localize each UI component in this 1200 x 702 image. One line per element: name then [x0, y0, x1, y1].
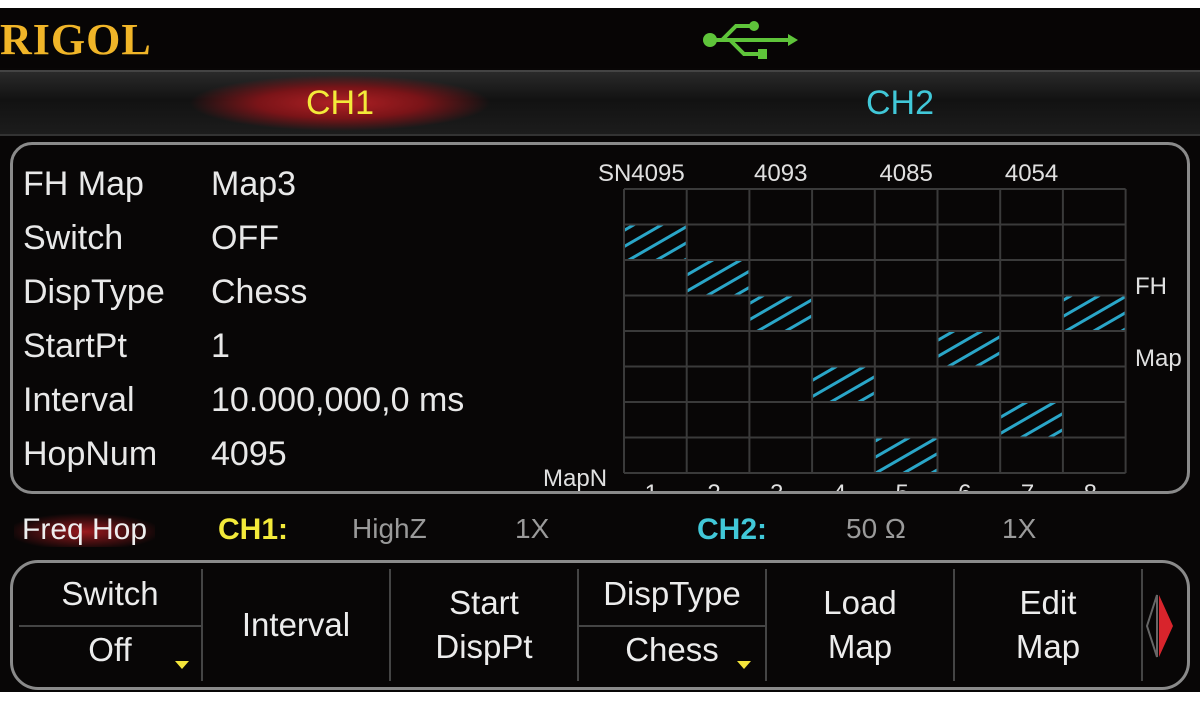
hatched-cell [812, 366, 875, 402]
param-value: 10.000,000,0 ms [211, 381, 465, 419]
softkey-disptype-label: DispType [579, 569, 765, 627]
generator-screen: RIGOL CH1 CH2 FH Map Map3 Switch OFF DispTyp… [0, 8, 1200, 692]
label-line2: DispPt [435, 628, 533, 665]
softkey-switch[interactable]: Switch Off [19, 569, 203, 681]
hatched-cell [937, 331, 1001, 367]
softkey-load-map[interactable]: Load Map [767, 569, 955, 681]
ch2-impedance: 50 Ω [846, 513, 906, 544]
softkey-interval[interactable]: Interval [203, 569, 391, 681]
usb-icon [703, 21, 798, 59]
softkey-disptype[interactable]: DispType Chess [579, 569, 767, 681]
sn-label: 4085 [879, 160, 932, 187]
hatched-cell [624, 224, 687, 260]
param-value: Chess [211, 273, 308, 311]
x-tick-label: 8 [1084, 480, 1097, 491]
label-line2: Map [1015, 628, 1081, 665]
softkey-edit-map[interactable]: Edit Map [955, 569, 1143, 681]
param-label: Interval [23, 381, 135, 419]
x-tick-label: 7 [1021, 480, 1034, 491]
header: RIGOL [0, 8, 1200, 68]
x-tick-label: 4 [833, 480, 846, 491]
freq-hop-panel: FH Map Map3 Switch OFF DispType Chess StartPt 1… [10, 142, 1190, 494]
softkey-edit-map-label: Edit Map [955, 569, 1141, 681]
hatched-cell [874, 437, 938, 473]
softkey-switch-label: Switch [19, 569, 201, 627]
ch2-multiplier: 1X [1002, 513, 1037, 544]
param-value: 1 [211, 327, 230, 365]
tab-ch1[interactable]: CH1 [190, 72, 490, 134]
param-label: DispType [23, 273, 165, 311]
label-line1: Load [823, 584, 897, 621]
x-axis-title: MapN [543, 465, 608, 492]
label-line1: Start [449, 584, 519, 621]
param-label: HopNum [23, 435, 158, 473]
param-value: Map3 [211, 165, 297, 203]
param-label: FH Map [23, 165, 144, 203]
softkey-menu: Switch Off Interval Start DispPt DispType… [10, 560, 1190, 690]
hatched-cell [1062, 295, 1126, 331]
ch1-impedance: HighZ [352, 513, 427, 544]
ch1-label: CH1: [218, 513, 289, 546]
label-line1: Edit [1019, 584, 1077, 621]
x-tick-label: 5 [895, 480, 908, 491]
tab-ch2[interactable]: CH2 [865, 84, 935, 122]
softkey-start-disppt-label: Start DispPt [391, 569, 577, 681]
sn-label: 4093 [754, 160, 807, 187]
ch1-multiplier: 1X [515, 513, 550, 544]
softkey-switch-value: Off [88, 631, 132, 668]
side-label-fh: FH [1135, 273, 1167, 300]
softkey-disptype-value: Chess [625, 631, 719, 668]
param-value: 4095 [211, 435, 287, 473]
param-label: StartPt [23, 327, 127, 365]
softkey-interval-label: Interval [241, 606, 351, 643]
rigol-logo: RIGOL [0, 15, 152, 64]
page-right-arrow-icon[interactable] [1145, 591, 1175, 661]
sn-label: SN4095 [598, 160, 685, 187]
dropdown-arrow-icon [175, 661, 189, 669]
hatched-cell [749, 295, 813, 331]
param-label: Switch [23, 219, 124, 257]
ch2-label: CH2: [697, 513, 768, 546]
channel-tabs: CH1 CH2 [0, 70, 1200, 136]
label-line2: Map [827, 628, 893, 665]
hatched-cell [1000, 402, 1063, 438]
param-value: OFF [211, 219, 279, 257]
sn-label: 4054 [1005, 160, 1058, 187]
x-tick-label: 3 [770, 480, 783, 491]
fh-map-chess-grid: 1 2 3 4 5 6 7 8 SN4095 4093 4085 4054 [598, 160, 1127, 491]
x-tick-label: 1 [645, 480, 658, 491]
mode-label: Freq Hop [14, 513, 156, 547]
side-label-map: Map [1135, 345, 1182, 372]
status-bar: Freq Hop CH1: HighZ 1X CH2: 50 Ω 1X [0, 505, 1200, 555]
softkey-start-disppt[interactable]: Start DispPt [391, 569, 579, 681]
dropdown-arrow-icon [737, 661, 751, 669]
x-tick-label: 2 [707, 480, 720, 491]
hatched-cell [686, 260, 750, 296]
softkey-load-map-label: Load Map [767, 569, 953, 681]
x-tick-label: 6 [958, 480, 971, 491]
